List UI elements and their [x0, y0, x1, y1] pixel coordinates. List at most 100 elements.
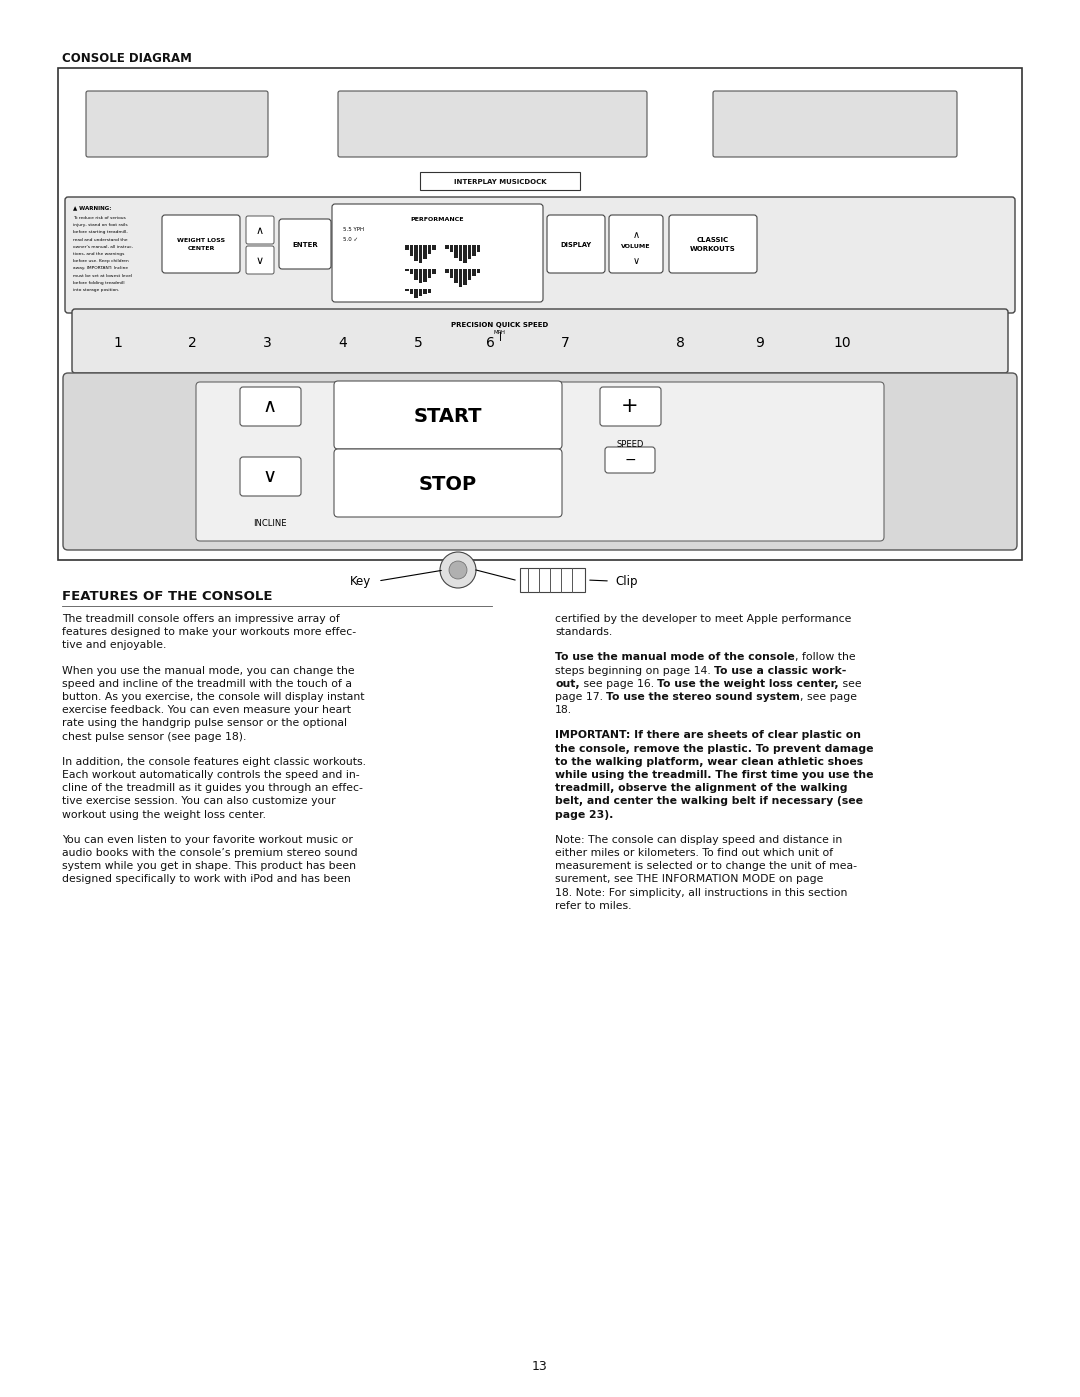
Text: INTERPLAY MUSICDOCK: INTERPLAY MUSICDOCK	[454, 179, 546, 184]
Bar	[405, 244, 408, 250]
Bar	[423, 289, 427, 295]
Bar	[459, 244, 462, 261]
FancyBboxPatch shape	[279, 219, 330, 270]
Text: To reduce risk of serious: To reduce risk of serious	[73, 217, 125, 219]
Text: DISPLAY: DISPLAY	[561, 242, 592, 249]
Text: steps beginning on page 14.: steps beginning on page 14.	[555, 665, 714, 676]
Text: ENTER: ENTER	[292, 242, 318, 249]
Text: tions, and the warnings: tions, and the warnings	[73, 251, 124, 256]
Text: , see page: , see page	[800, 692, 858, 703]
Text: speed and incline of the treadmill with the touch of a: speed and incline of the treadmill with …	[62, 679, 352, 689]
Text: tive exercise session. You can also customize your: tive exercise session. You can also cust…	[62, 796, 336, 806]
Text: certified by the developer to meet Apple performance: certified by the developer to meet Apple…	[555, 615, 851, 624]
Text: INCLINE: INCLINE	[253, 520, 287, 528]
Text: belt, and center the walking belt if necessary (see: belt, and center the walking belt if nec…	[555, 796, 863, 806]
Text: 4: 4	[339, 337, 348, 351]
Text: before folding treadmill: before folding treadmill	[73, 281, 124, 285]
Bar	[476, 270, 480, 272]
Text: 18.: 18.	[555, 705, 572, 715]
Text: 5.0 ✓: 5.0 ✓	[343, 237, 359, 242]
Text: owner's manual, all instruc-: owner's manual, all instruc-	[73, 244, 133, 249]
Bar	[428, 244, 431, 254]
Text: 18. Note: For simplicity, all instructions in this section: 18. Note: For simplicity, all instructio…	[555, 887, 848, 898]
Text: exercise feedback. You can even measure your heart: exercise feedback. You can even measure …	[62, 705, 351, 715]
Text: page 23).: page 23).	[555, 810, 613, 820]
Text: START: START	[414, 407, 483, 426]
FancyBboxPatch shape	[713, 91, 957, 156]
Bar	[414, 289, 418, 298]
Text: To use the stereo sound system: To use the stereo sound system	[607, 692, 800, 703]
Text: 1: 1	[113, 337, 122, 351]
Text: must be set at lowest level: must be set at lowest level	[73, 274, 132, 278]
Text: 9: 9	[756, 337, 765, 351]
FancyBboxPatch shape	[86, 91, 268, 156]
FancyBboxPatch shape	[338, 91, 647, 156]
Text: surement, see THE INFORMATION MODE on page: surement, see THE INFORMATION MODE on pa…	[555, 875, 823, 884]
Text: audio books with the console’s premium stereo sound: audio books with the console’s premium s…	[62, 848, 357, 858]
Text: When you use the manual mode, you can change the: When you use the manual mode, you can ch…	[62, 665, 354, 676]
FancyBboxPatch shape	[63, 373, 1017, 550]
Text: ∨: ∨	[256, 256, 265, 265]
Text: chest pulse sensor (see page 18).: chest pulse sensor (see page 18).	[62, 732, 246, 742]
Text: out,: out,	[555, 679, 580, 689]
Text: Each workout automatically controls the speed and in-: Each workout automatically controls the …	[62, 770, 360, 780]
Text: rate using the handgrip pulse sensor or the optional: rate using the handgrip pulse sensor or …	[62, 718, 347, 728]
Bar	[423, 270, 427, 282]
Text: 2: 2	[188, 337, 197, 351]
FancyBboxPatch shape	[246, 217, 274, 244]
Text: button. As you exercise, the console will display instant: button. As you exercise, the console wil…	[62, 692, 365, 703]
Text: system while you get in shape. This product has been: system while you get in shape. This prod…	[62, 861, 356, 872]
Text: ▲ WARNING:: ▲ WARNING:	[73, 205, 111, 210]
Bar	[405, 289, 408, 291]
Bar	[445, 244, 448, 249]
Bar	[419, 289, 422, 296]
Text: WEIGHT LOSS: WEIGHT LOSS	[177, 237, 225, 243]
Text: read and understand the: read and understand the	[73, 237, 127, 242]
Bar	[476, 244, 480, 253]
Bar	[463, 244, 467, 263]
Text: 5: 5	[414, 337, 422, 351]
Bar	[414, 244, 418, 261]
Bar	[414, 270, 418, 279]
Bar	[449, 270, 453, 278]
Circle shape	[440, 552, 476, 588]
Bar	[468, 270, 471, 279]
FancyBboxPatch shape	[72, 309, 1008, 373]
Text: while using the treadmill. The first time you use the: while using the treadmill. The first tim…	[555, 770, 874, 780]
FancyBboxPatch shape	[334, 381, 562, 448]
Text: before use. Keep children: before use. Keep children	[73, 260, 129, 263]
Text: +: +	[621, 395, 638, 416]
Text: ∧: ∧	[262, 398, 278, 416]
Bar	[432, 244, 435, 250]
Text: treadmill, observe the alignment of the walking: treadmill, observe the alignment of the …	[555, 784, 848, 793]
Bar	[472, 244, 475, 256]
Text: refer to miles.: refer to miles.	[555, 901, 632, 911]
Text: Clip: Clip	[615, 576, 637, 588]
Text: FEATURES OF THE CONSOLE: FEATURES OF THE CONSOLE	[62, 590, 272, 604]
Text: PERFORMANCE: PERFORMANCE	[410, 217, 464, 222]
Text: 13: 13	[532, 1361, 548, 1373]
Text: tive and enjoyable.: tive and enjoyable.	[62, 640, 166, 651]
FancyBboxPatch shape	[669, 215, 757, 272]
Text: The treadmill console offers an impressive array of: The treadmill console offers an impressi…	[62, 615, 340, 624]
Text: ∧: ∧	[633, 231, 639, 240]
Bar	[454, 270, 458, 284]
Bar	[454, 244, 458, 257]
FancyBboxPatch shape	[546, 215, 605, 272]
Bar	[432, 270, 435, 274]
Text: ∨: ∨	[633, 256, 639, 265]
FancyBboxPatch shape	[600, 387, 661, 426]
FancyBboxPatch shape	[240, 387, 301, 426]
Text: MPH: MPH	[494, 330, 507, 335]
Text: designed specifically to work with iPod and has been: designed specifically to work with iPod …	[62, 875, 351, 884]
FancyBboxPatch shape	[240, 457, 301, 496]
Text: 10: 10	[833, 337, 851, 351]
Bar	[428, 289, 431, 292]
Text: CENTER: CENTER	[187, 246, 215, 251]
Text: CLASSIC: CLASSIC	[697, 237, 729, 243]
Text: You can even listen to your favorite workout music or: You can even listen to your favorite wor…	[62, 835, 353, 845]
Bar	[468, 244, 471, 260]
Bar	[423, 244, 427, 260]
Bar	[419, 244, 422, 263]
Text: Note: The console can display speed and distance in: Note: The console can display speed and …	[555, 835, 842, 845]
